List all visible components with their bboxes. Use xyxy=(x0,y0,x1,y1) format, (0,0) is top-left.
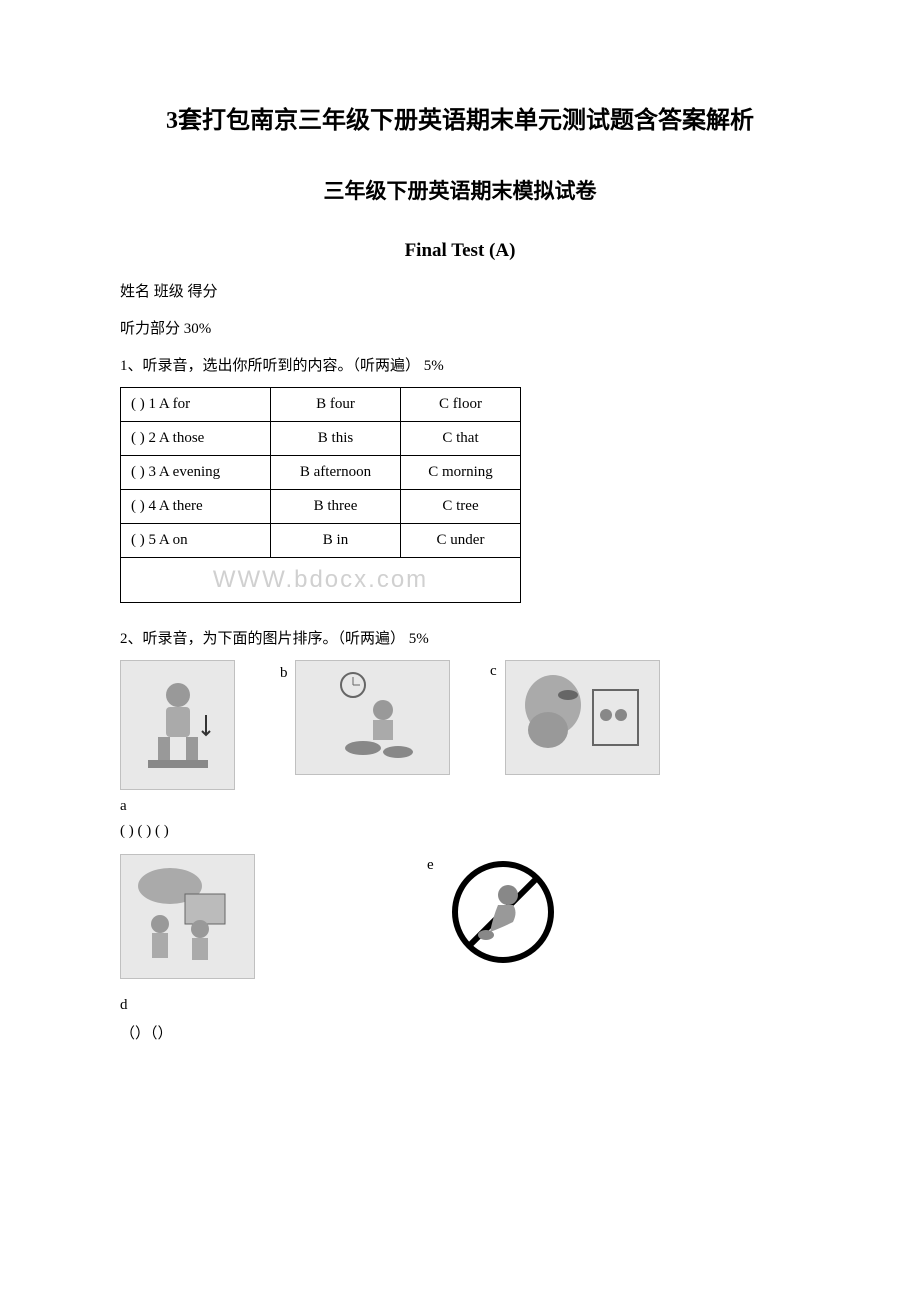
image-label-e: e xyxy=(427,857,434,874)
exercise-image-e xyxy=(445,854,560,969)
question-2-text: 2、听录音，为下面的图片排序。（听两遍） 5% xyxy=(120,627,830,648)
table-cell: ( ) 5 A on xyxy=(121,524,271,558)
table-cell: ( ) 3 A evening xyxy=(121,456,271,490)
exercise-image-c xyxy=(505,660,660,775)
question-1-table: ( ) 1 A for B four C floor ( ) 2 A those… xyxy=(120,387,521,603)
table-cell: ( ) 4 A there xyxy=(121,490,271,524)
table-cell: C floor xyxy=(401,388,521,422)
image-label-b: b xyxy=(280,665,288,682)
table-row: ( ) 3 A evening B afternoon C morning xyxy=(121,456,521,490)
exercise-image-d xyxy=(120,854,255,979)
exercise-image-b xyxy=(295,660,450,775)
table-row: ( ) 4 A there B three C tree xyxy=(121,490,521,524)
main-title: 3套打包南京三年级下册英语期末单元测试题含答案解析 xyxy=(90,100,830,135)
question-1-text: 1、听录音，选出你所听到的内容。（听两遍） 5% xyxy=(120,354,830,375)
subtitle-1: 三年级下册英语期末模拟试卷 xyxy=(90,175,830,205)
student-info-line: 姓名 班级 得分 xyxy=(120,280,830,301)
table-row: ( ) 2 A those B this C that xyxy=(121,422,521,456)
answer-blanks-row1: ( ) ( ) ( ) xyxy=(120,823,830,840)
subtitle-2: Final Test (A) xyxy=(90,240,830,262)
listening-section-label: 听力部分 30% xyxy=(120,317,830,338)
watermark-text: WWW.bdocx.com xyxy=(121,558,521,603)
table-row: ( ) 5 A on B in C under xyxy=(121,524,521,558)
table-cell: C under xyxy=(401,524,521,558)
table-cell: C that xyxy=(401,422,521,456)
image-row-2: e xyxy=(120,854,830,979)
table-cell: B three xyxy=(271,490,401,524)
table-cell: C tree xyxy=(401,490,521,524)
table-row: ( ) 1 A for B four C floor xyxy=(121,388,521,422)
table-cell: B this xyxy=(271,422,401,456)
table-cell: B afternoon xyxy=(271,456,401,490)
exercise-image-a xyxy=(120,660,235,790)
image-label-c: c xyxy=(490,663,497,680)
table-cell: ( ) 1 A for xyxy=(121,388,271,422)
table-cell: B in xyxy=(271,524,401,558)
table-cell: ( ) 2 A those xyxy=(121,422,271,456)
image-row-1: b c xyxy=(120,660,830,790)
letter-a-label: a xyxy=(120,798,830,815)
answer-blanks-row2: （）（） xyxy=(120,1022,830,1043)
watermark-row: WWW.bdocx.com xyxy=(121,558,521,603)
table-cell: B four xyxy=(271,388,401,422)
table-cell: C morning xyxy=(401,456,521,490)
letter-d-label: d xyxy=(120,997,830,1014)
